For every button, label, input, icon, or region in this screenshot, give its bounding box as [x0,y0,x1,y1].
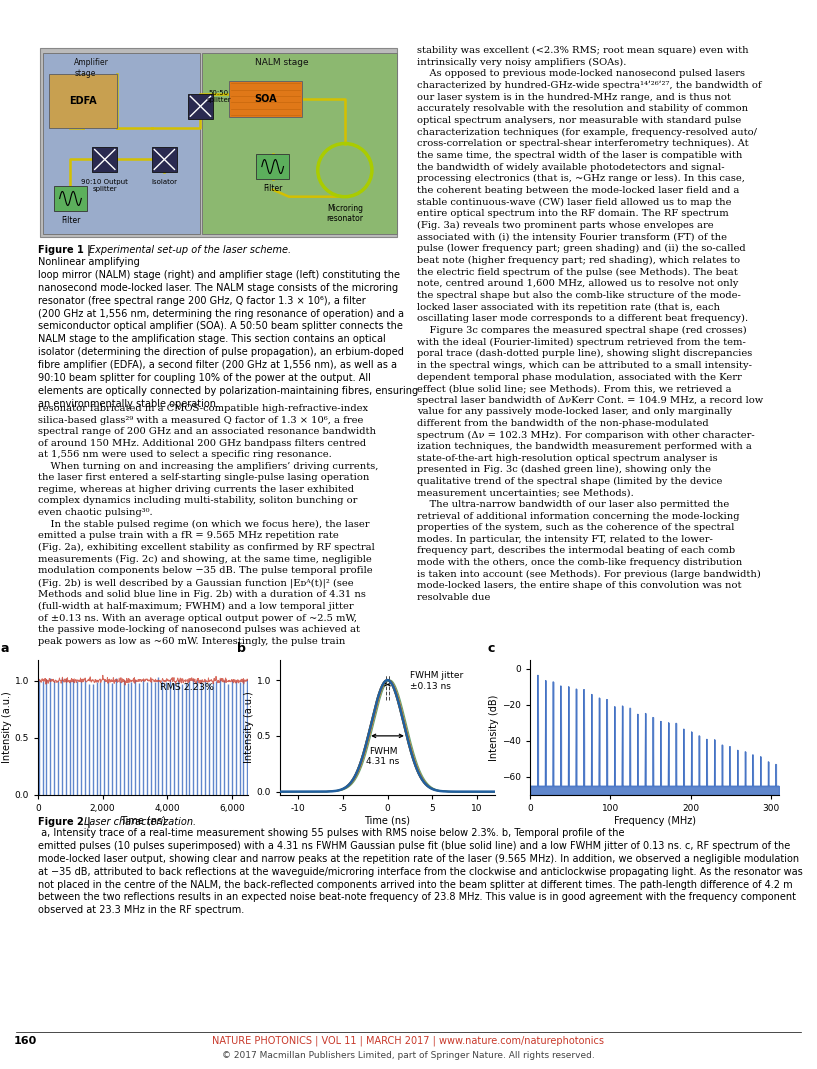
Text: Experimental set-up of the laser scheme.: Experimental set-up of the laser scheme. [89,245,291,255]
Text: c: c [488,641,495,655]
Text: a, Intensity trace of a real-time measurement showing 55 pulses with RMS noise b: a, Intensity trace of a real-time measur… [38,828,803,915]
FancyBboxPatch shape [230,81,301,117]
X-axis label: Time (ns): Time (ns) [364,816,410,826]
Text: Filter: Filter [263,184,283,193]
Text: NATURE PHOTONICS | VOL 11 | MARCH 2017 | www.nature.com/naturephotonics: NATURE PHOTONICS | VOL 11 | MARCH 2017 |… [212,1036,605,1047]
FancyBboxPatch shape [40,48,397,237]
FancyBboxPatch shape [152,148,177,172]
FancyBboxPatch shape [43,53,200,234]
Text: 160: 160 [14,1036,38,1045]
FancyBboxPatch shape [92,148,118,172]
Text: Figure 1 |: Figure 1 | [38,245,94,255]
Text: RMS 2.23%: RMS 2.23% [160,683,214,692]
FancyBboxPatch shape [188,94,213,119]
Y-axis label: Intensity (a.u.): Intensity (a.u.) [2,692,11,763]
Text: Figure 2 |: Figure 2 | [38,817,94,828]
Text: Nonlinear amplifying
loop mirror (NALM) stage (right) and amplifier stage (left): Nonlinear amplifying loop mirror (NALM) … [38,257,418,408]
Text: Microring
resonator: Microring resonator [326,204,364,223]
Text: 90:10 Output
splitter: 90:10 Output splitter [82,179,128,192]
Text: FWHM jitter
±0.13 ns: FWHM jitter ±0.13 ns [410,671,463,691]
Text: NALM stage: NALM stage [255,59,308,67]
Text: Laser characterization.: Laser characterization. [84,817,196,827]
X-axis label: Time (ns): Time (ns) [120,816,166,826]
Text: Amplifier
stage: Amplifier stage [74,59,109,78]
Text: DOI: 10.1038/NPHOTON.2016.271: DOI: 10.1038/NPHOTON.2016.271 [690,14,817,22]
Text: NATURE PHOTONICS: NATURE PHOTONICS [490,11,659,26]
Y-axis label: Intensity (dB): Intensity (dB) [489,694,499,761]
X-axis label: Frequency (MHz): Frequency (MHz) [614,816,695,826]
Text: © 2017 Macmillan Publishers Limited, part of Springer Nature. All rights reserve: © 2017 Macmillan Publishers Limited, par… [222,1051,595,1060]
Text: SOA: SOA [254,94,277,104]
Text: Filter: Filter [60,216,80,226]
FancyBboxPatch shape [49,75,118,127]
Text: b: b [237,641,246,655]
Text: EDFA: EDFA [69,96,97,106]
FancyBboxPatch shape [203,53,397,234]
FancyBboxPatch shape [257,154,289,179]
Text: resonator fabricated in a CMOS-compatible high-refractive-index
silica-based gla: resonator fabricated in a CMOS-compatibl… [38,404,378,646]
Text: FWHM
4.31 ns: FWHM 4.31 ns [366,747,400,766]
Text: LETTERS: LETTERS [14,9,102,27]
Text: stability was excellent (<2.3% RMS; root mean square) even with
intrinsically ve: stability was excellent (<2.3% RMS; root… [417,46,763,602]
Text: a: a [0,641,9,655]
Text: 50:50
splitter: 50:50 splitter [206,90,231,104]
Y-axis label: Intensity (a.u.): Intensity (a.u.) [243,692,254,763]
Text: Isolator: Isolator [151,179,177,185]
FancyBboxPatch shape [54,186,87,211]
